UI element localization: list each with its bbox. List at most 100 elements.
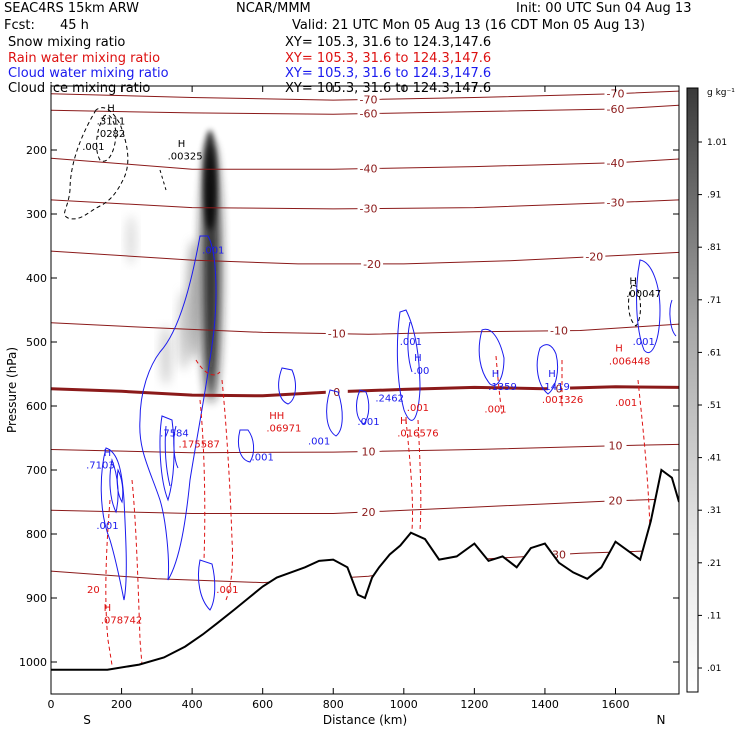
x-tick-label: 1000 [390,698,418,711]
field-annotation: .1359 [488,382,517,393]
field-annotation: H [104,448,112,459]
contour-label: -20 [363,258,381,271]
field-name-cloud-ice: Cloud ice mixing ratio [8,81,151,96]
y-tick-label: 500 [26,336,47,349]
contour-label: -10 [550,325,568,338]
y-tick-label: 400 [26,272,47,285]
y-tick-label: 600 [26,400,47,413]
colorbar-tick-label: .31 [707,506,721,516]
colorbar-tick-label: 1.01 [707,138,727,148]
y-tick-label: 200 [26,144,47,157]
field-annotation: .001 [308,436,330,447]
colorbar-scale [686,87,699,693]
contour-label: -30 [607,196,625,209]
field-annotation: .001 [400,337,422,348]
colorbar-tick-label: .91 [707,191,721,201]
contour-label: -20 [585,251,603,264]
header: SEAC4RS 15km ARW Fcst: 45 h NCAR/MMM Ini… [0,0,740,100]
field-annotation: .016576 [397,429,438,440]
init-time: Init: 00 UTC Sun 04 Aug 13 [516,1,692,16]
x-tick-label: 0 [48,698,55,711]
contour-label: -40 [607,157,625,170]
x-tick-label: 600 [252,698,273,711]
y-tick-label: 800 [26,528,47,541]
contour-label: -60 [360,108,378,121]
colorbar-tick-label: .21 [707,559,721,569]
field-annotation: .001 [82,142,104,153]
temperature-contour [51,549,679,584]
model-title: SEAC4RS 15km ARW [4,1,140,16]
contour-label: -70 [607,88,625,101]
colorbar-tick-label: .01 [707,664,721,674]
field-annotation: .001 [357,417,379,428]
contour-label: 0 [333,386,340,399]
field-annotation: .001326 [542,395,583,406]
x-tick-label: 800 [323,698,344,711]
x-tick-label: 1400 [531,698,559,711]
south-label: S [83,713,91,727]
field-annotation: H [104,603,112,614]
field-annotation: .7584 [160,429,189,440]
field-xy-cloud-water: XY= 105.3, 31.6 to 124.3,147.6 [285,66,492,81]
contour-label: -60 [607,103,625,116]
y-tick-label: 300 [26,208,47,221]
field-annotation: .06971 [266,424,301,435]
field-xy-cloud-ice: XY= 105.3, 31.6 to 124.3,147.6 [285,81,492,96]
cloud-ice-shading [126,130,221,402]
field-annotation: .078742 [101,616,142,627]
organization: NCAR/MMM [236,1,311,16]
field-annotation: H [548,369,556,380]
field-xy-rain: XY= 105.3, 31.6 to 124.3,147.6 [285,51,492,66]
field-annotation: .001 [216,585,238,596]
field-name-rain: Rain water mixing ratio [8,51,161,66]
plot-frame [50,85,680,695]
forecast-label: Fcst: [4,18,35,33]
field-annotation: H [400,416,408,427]
mixing-ratio-contours [64,107,677,666]
field-annotation: H [414,353,422,364]
field-annotation: .001 [96,521,118,532]
y-tick-label: 1000 [19,656,47,669]
field-annotation: .2462 [375,394,404,405]
field-annotation: .001 [615,398,637,409]
field-name-snow: Snow mixing ratio [8,35,126,50]
temperature-contour [51,322,679,335]
field-annotation: .001 [484,404,506,415]
field-annotation: .3111 [97,116,126,127]
field-annotation: .00047 [626,289,661,300]
field-annotation: 20 [87,585,100,596]
field-annotation: H [629,276,637,287]
temperature-contour [51,250,679,265]
temperature-contour [51,385,679,398]
field-annotation: .001 [407,403,429,414]
field-annotation: .00325 [168,152,203,163]
x-tick-label: 200 [111,698,132,711]
field-annotation: HH [269,411,284,422]
x-tick-label: 1600 [601,698,629,711]
contour-label: -70 [360,93,378,106]
colorbar-tick-label: .81 [707,243,721,253]
valid-time: Valid: 21 UTC Mon 05 Aug 13 (16 CDT Mon … [292,18,646,33]
contour-label: 20 [362,506,376,519]
x-tick-label: 400 [182,698,203,711]
contour-label: -10 [328,328,346,341]
field-annotation: .001 [252,452,274,463]
field-name-cloud-water: Cloud water mixing ratio [8,66,169,81]
colorbar-tick-label: .71 [707,296,721,306]
field-annotation: .001 [633,337,655,348]
colorbar-tick-label: .61 [707,348,721,358]
field-annotation: H [615,344,623,355]
field-annotation: .7103 [86,461,115,472]
terrain-line [51,468,679,671]
field-annotation: .175587 [179,440,220,451]
contour-label: -40 [360,163,378,176]
x-axis-label: Distance (km) [323,713,407,727]
field-annotation: .00 [413,366,429,377]
field-annotation: H [178,139,186,150]
contour-label: 20 [608,495,622,508]
forecast-hour: 45 h [60,18,89,33]
field-annotation: .0282 [97,129,126,140]
colorbar-unit: g kg⁻¹ [707,88,735,98]
